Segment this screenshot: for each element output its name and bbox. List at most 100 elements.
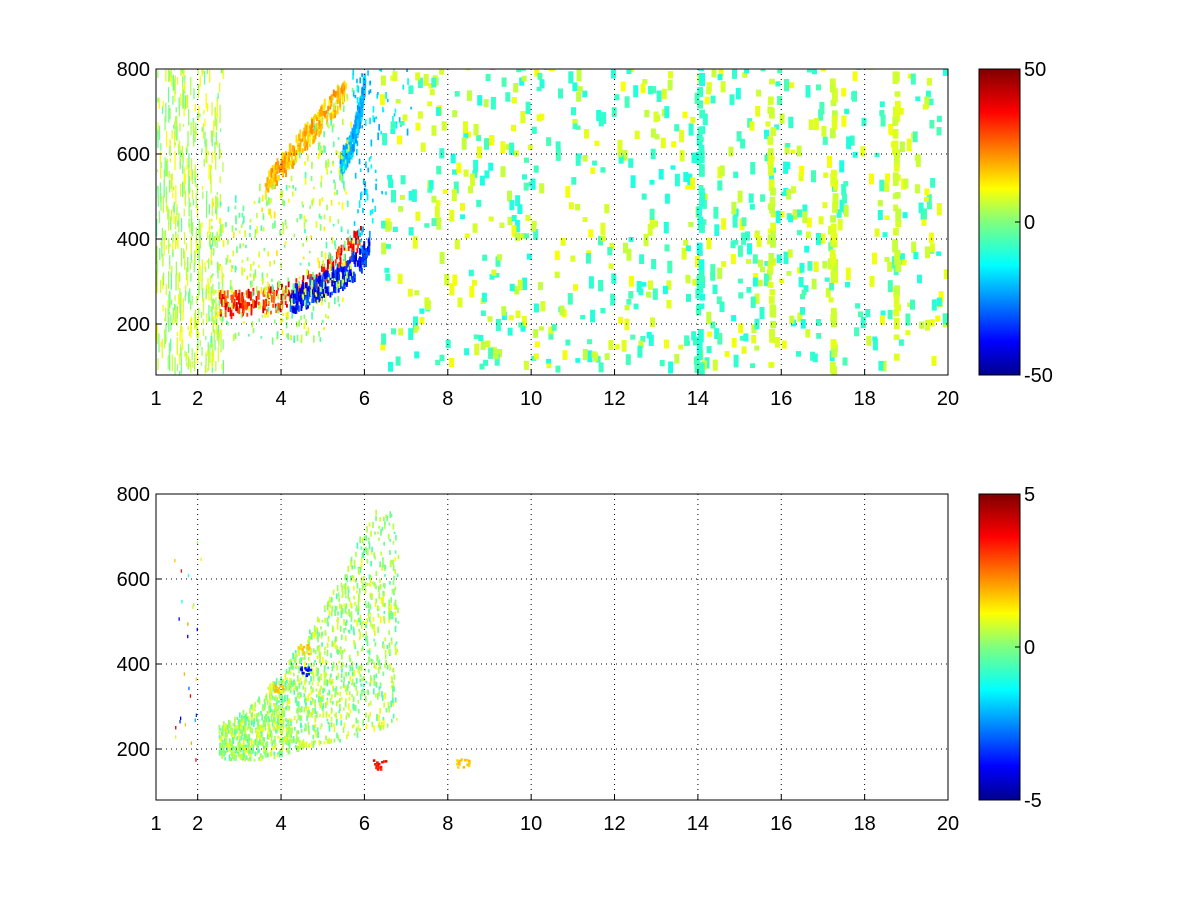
heatmap-cell [666,300,672,309]
heatmap-cell [371,546,373,553]
heatmap-cell [383,611,386,614]
heatmap-cell [716,296,722,305]
heatmap-cell [630,334,636,340]
heatmap-cell [239,742,241,748]
heatmap-cell [350,616,353,623]
heatmap-cell [228,742,230,747]
heatmap-cell [741,346,747,354]
heatmap-cell [341,590,344,597]
heatmap-cell [390,559,392,566]
heatmap-cell [307,652,311,656]
heatmap-cell [252,744,255,748]
heatmap-cell [180,358,182,374]
heatmap-cell [893,71,900,82]
heatmap-cell [365,259,367,267]
heatmap-cell [366,661,369,666]
heatmap-cell [907,73,913,79]
heatmap-cell [344,635,347,641]
heatmap-cell [351,245,354,252]
heatmap-cell [530,178,536,190]
heatmap-cell [345,603,348,609]
heatmap-cell [531,126,537,134]
heatmap-cell [476,146,482,159]
heatmap-cell [244,719,247,726]
heatmap-cell [225,737,228,743]
heatmap-cell [340,265,343,273]
heatmap-cell [356,248,359,254]
heatmap-cell [604,353,610,361]
heatmap-cell [182,181,184,197]
heatmap-cell [408,85,414,95]
heatmap-cell [323,102,326,111]
heatmap-cell [348,137,350,143]
heatmap-cell [376,761,379,764]
heatmap-cell [219,217,222,236]
heatmap-cell [302,294,305,300]
heatmap-cell [337,296,340,303]
heatmap-cell [326,718,329,722]
heatmap-cell [759,306,765,320]
heatmap-cell [775,210,781,223]
heatmap-cell [374,169,377,174]
heatmap-cell [334,259,337,266]
heatmap-cell [222,721,225,727]
heatmap-cell [250,306,253,316]
heatmap-cell [311,199,313,206]
heatmap-cell [311,682,314,686]
heatmap-cell [265,747,268,754]
heatmap-cell [499,222,505,228]
heatmap-cell [348,158,351,164]
heatmap-cell [218,298,220,308]
heatmap-cell [368,616,371,622]
heatmap-cell [328,302,330,309]
heatmap-cell [167,307,169,327]
heatmap-cell [332,260,334,266]
heatmap-cell [379,517,381,522]
heatmap-cell [273,709,276,716]
heatmap-cell [285,686,287,691]
heatmap-cell [303,289,306,293]
heatmap-cell [277,162,279,169]
heatmap-cell [397,621,400,624]
heatmap-cell [250,720,253,726]
heatmap-cell [353,230,356,238]
heatmap-cell [262,299,265,309]
heatmap-cell [258,197,261,204]
heatmap-cell [452,274,458,286]
heatmap-cell [263,698,266,704]
heatmap-cell [351,240,354,244]
heatmap-cell [252,328,255,334]
heatmap-cell [308,301,311,306]
heatmap-cell [164,116,166,131]
heatmap-cell [246,735,249,739]
heatmap-cell [288,666,291,674]
heatmap-cell [327,666,329,670]
heatmap-cell [394,650,397,656]
heatmap-cell [592,160,598,166]
heatmap-cell [394,600,397,607]
heatmap-cell [377,723,380,728]
heatmap-cell [567,293,573,305]
heatmap-cell [314,699,316,704]
heatmap-cell [269,689,272,694]
heatmap-cell [355,662,358,669]
heatmap-cell [537,282,543,291]
heatmap-cell [394,108,397,113]
heatmap-cell [302,243,304,247]
heatmap-cell [256,720,259,725]
heatmap-cell [282,685,285,688]
heatmap-cell [312,272,314,278]
heatmap-cell [699,362,705,375]
heatmap-cell [234,195,237,203]
heatmap-cell [336,190,338,195]
heatmap-cell [307,663,310,668]
heatmap-cell [162,195,164,213]
heatmap-cell [377,605,380,610]
heatmap-cell [222,360,224,374]
heatmap-cell [297,709,299,713]
heatmap-cell [275,305,278,311]
heatmap-cell [362,537,364,541]
heatmap-cell [256,741,258,748]
heatmap-cell [345,152,347,158]
heatmap-cell [391,718,393,723]
